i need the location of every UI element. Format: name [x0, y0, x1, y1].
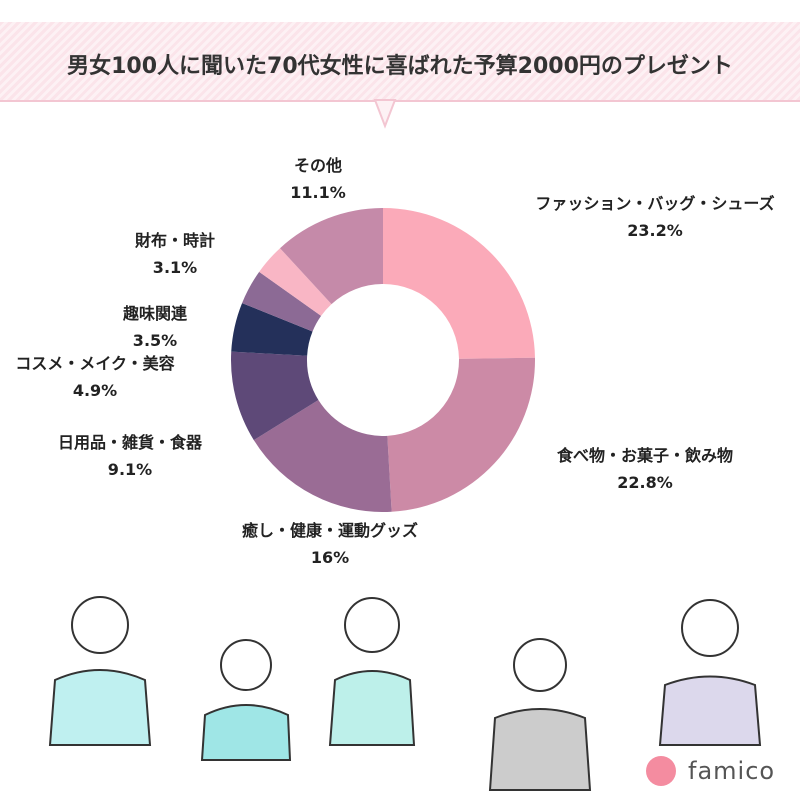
category-label: コスメ・メイク・美容: [15, 354, 175, 373]
slice-label: その他 11.1%: [290, 152, 346, 206]
category-label: 癒し・健康・運動グッズ: [241, 521, 419, 540]
value-label: 3.1%: [152, 258, 198, 277]
pie-slice: [387, 357, 535, 512]
pie-slice: [259, 248, 332, 316]
category-label: 日用品・雑貨・食器: [57, 433, 203, 452]
value-label: 16%: [310, 548, 350, 567]
slice-label: 食べ物・お菓子・飲み物 22.8%: [557, 442, 733, 496]
logo-icon: [646, 756, 676, 786]
category-label: ファッション・バッグ・シューズ: [535, 194, 775, 213]
logo: famico: [688, 757, 776, 785]
category-label: 食べ物・お菓子・飲み物: [556, 446, 734, 465]
chart-title: 男女100人に聞いた70代女性に喜ばれた予算2000円のプレゼント: [67, 54, 733, 79]
slice-label: 癒し・健康・運動グッズ 16%: [242, 517, 418, 571]
slice-label: 趣味関連 3.5%: [123, 300, 187, 354]
pie-slice: [253, 400, 392, 513]
value-label: 11.1%: [290, 183, 346, 202]
pie-slice: [383, 208, 535, 359]
category-label: その他: [293, 156, 343, 175]
pie-slice: [231, 303, 313, 356]
slice-label: コスメ・メイク・美容 4.9%: [15, 350, 174, 404]
pie-slice: [242, 271, 322, 332]
category-label: 財布・時計: [134, 231, 216, 250]
pie-slice: [231, 351, 319, 441]
slice-label: ファッション・バッグ・シューズ 23.2%: [535, 190, 774, 244]
value-label: 22.8%: [617, 473, 673, 492]
slice-label: 財布・時計 3.1%: [135, 227, 215, 281]
category-label: 趣味関連: [122, 304, 188, 323]
value-label: 3.5%: [132, 331, 178, 350]
value-label: 9.1%: [107, 460, 153, 479]
title-banner: [0, 22, 800, 102]
banner-pointer: [373, 99, 397, 129]
value-label: 4.9%: [72, 381, 118, 400]
pie-slice: [280, 208, 383, 305]
value-label: 23.2%: [627, 221, 683, 240]
slice-label: 日用品・雑貨・食器 9.1%: [58, 429, 202, 483]
illustrations: [48, 596, 762, 791]
